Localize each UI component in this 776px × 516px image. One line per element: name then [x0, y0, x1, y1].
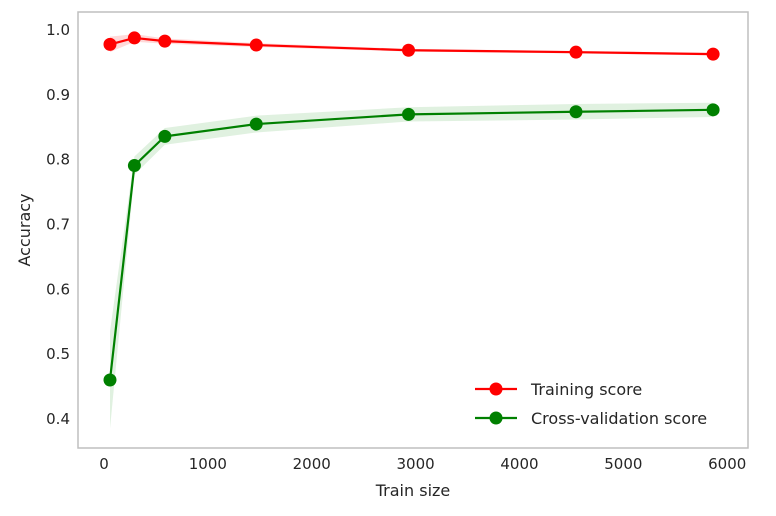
- y-tick-label: 0.7: [46, 215, 70, 233]
- data-point: [103, 37, 117, 51]
- data-point: [249, 38, 263, 52]
- x-tick-label: 5000: [604, 455, 642, 473]
- legend-marker: [489, 382, 503, 396]
- data-point: [569, 45, 583, 59]
- data-point: [569, 105, 583, 119]
- x-tick-label: 3000: [397, 455, 435, 473]
- x-tick-labels: 0 1000 2000 3000 4000 5000 6000: [99, 455, 746, 473]
- data-point: [402, 107, 416, 121]
- y-tick-label: 0.5: [46, 345, 70, 363]
- data-point: [158, 129, 172, 143]
- y-tick-labels: 0.4 0.5 0.6 0.7 0.8 0.9 1.0: [46, 21, 70, 428]
- y-axis-label: Accuracy: [15, 193, 34, 266]
- data-point: [103, 373, 117, 387]
- y-tick-label: 0.6: [46, 280, 70, 298]
- x-tick-label: 6000: [708, 455, 746, 473]
- legend-marker: [489, 411, 503, 425]
- x-axis-label: Train size: [375, 481, 451, 500]
- series-points: [103, 31, 720, 387]
- data-point: [706, 103, 720, 117]
- x-tick-label: 4000: [500, 455, 538, 473]
- y-tick-label: 0.9: [46, 86, 70, 104]
- legend-label: Training score: [530, 380, 642, 399]
- data-point: [127, 31, 141, 45]
- data-point: [127, 159, 141, 173]
- legend-label: Cross-validation score: [531, 409, 707, 428]
- data-point: [158, 34, 172, 48]
- y-tick-label: 0.4: [46, 410, 70, 428]
- plot-area: [77, 11, 749, 449]
- data-point: [706, 47, 720, 61]
- x-tick-label: 2000: [293, 455, 331, 473]
- y-tick-label: 0.8: [46, 151, 70, 169]
- legend: Training score Cross-validation score: [475, 380, 707, 428]
- data-point: [249, 117, 263, 131]
- x-tick-label: 1000: [189, 455, 227, 473]
- data-point: [402, 43, 416, 57]
- x-tick-label: 0: [99, 455, 109, 473]
- y-tick-label: 1.0: [46, 21, 70, 39]
